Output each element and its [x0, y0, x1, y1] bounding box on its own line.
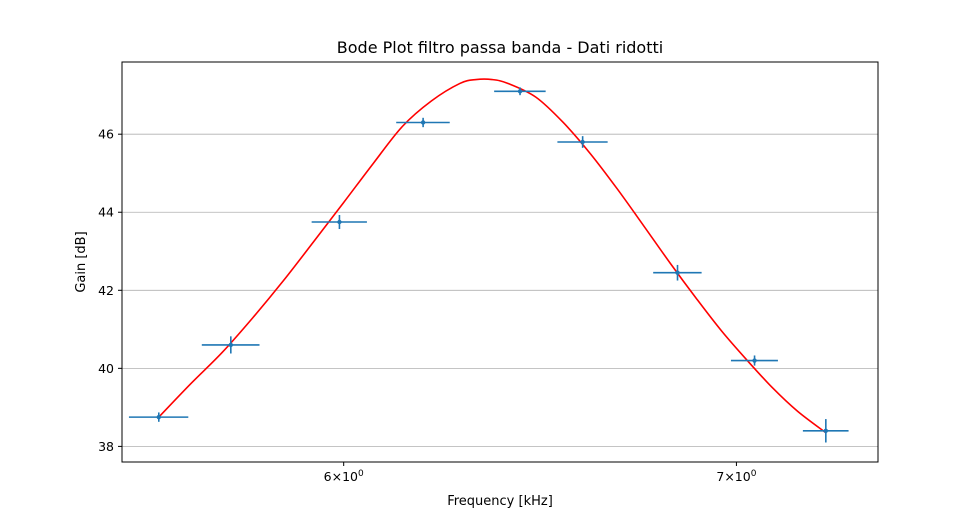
x-axis-ticks: 6×100 7×100 [324, 462, 757, 484]
data-point [675, 270, 680, 275]
x-tick-label-exponent: 0 [358, 469, 364, 479]
y-axis-label: Gain [dB] [74, 231, 89, 292]
y-tick-label: 46 [98, 127, 114, 142]
grid-lines [122, 133, 878, 447]
data-point-errorbar [730, 355, 778, 366]
data-point [517, 89, 523, 94]
data-point [337, 219, 342, 225]
data-point-errorbar [311, 214, 367, 230]
data-point-errorbar [128, 412, 189, 422]
data-point [752, 358, 757, 363]
y-tick-label: 38 [98, 439, 114, 454]
x-tick-label-base: 7×10 [716, 469, 750, 484]
y-tick-label: 42 [98, 283, 114, 298]
plot-frame [121, 61, 879, 463]
y-axis-ticks: 38 40 42 44 46 [98, 127, 122, 454]
x-tick-label: 6×100 [324, 469, 364, 484]
x-tick-label: 7×100 [716, 469, 756, 484]
x-axis-label: Frequency [kHz] [447, 494, 553, 509]
data-point-errorbar [396, 117, 450, 128]
data-point [156, 414, 161, 420]
x-tick-label-exponent: 0 [751, 469, 757, 479]
data-point [580, 139, 585, 145]
data-point [823, 428, 829, 433]
data-point-errorbar [557, 136, 608, 148]
data-point-errorbar [201, 336, 260, 354]
data-point-errorbar [653, 264, 702, 281]
data-point [420, 120, 426, 125]
y-tick-label: 40 [98, 361, 114, 376]
x-tick-label-base: 6×10 [324, 469, 358, 484]
fit-curve [158, 78, 827, 434]
y-tick-label: 44 [98, 205, 114, 220]
plot-area [128, 78, 849, 443]
chart-title: Bode Plot filtro passa banda - Dati rido… [337, 38, 663, 57]
data-point-errorbar [494, 87, 546, 96]
data-point-errorbar [802, 419, 849, 443]
data-point [228, 342, 234, 348]
